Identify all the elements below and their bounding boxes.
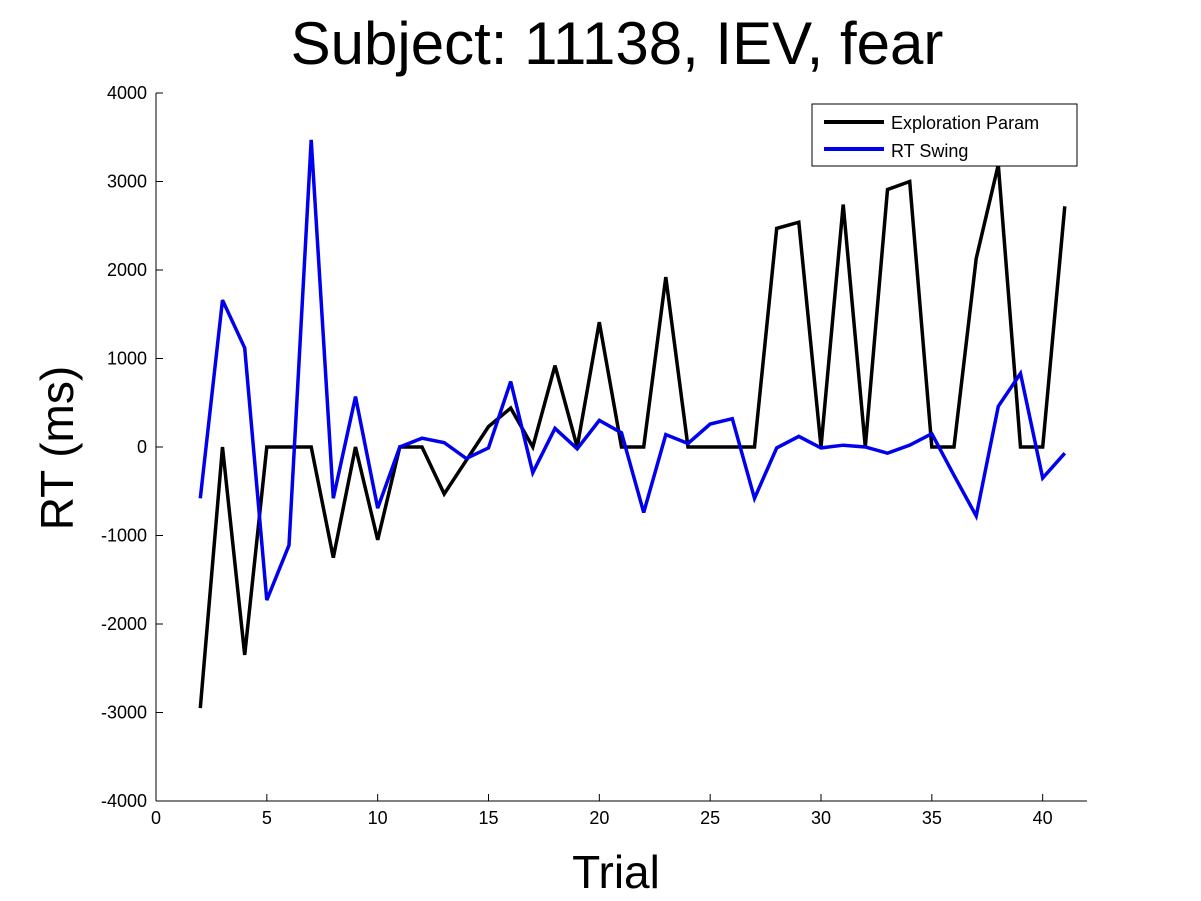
- x-tick-label: 20: [589, 808, 609, 828]
- x-tick-label: 40: [1033, 808, 1053, 828]
- y-tick-label: -3000: [101, 703, 147, 723]
- x-tick-label: 0: [151, 808, 161, 828]
- y-tick-label: 1000: [107, 349, 147, 369]
- x-tick-label: 10: [368, 808, 388, 828]
- x-tick-label: 5: [262, 808, 272, 828]
- legend-label-rt-swing: RT Swing: [891, 141, 968, 161]
- series-line-rt-swing: [198, 139, 1067, 601]
- legend: Exploration Param RT Swing: [811, 103, 1078, 167]
- y-tick-label: 2000: [107, 260, 147, 280]
- y-tick-label: 3000: [107, 172, 147, 192]
- y-tick-label: 0: [137, 437, 147, 457]
- x-tick-label: 25: [700, 808, 720, 828]
- x-tick-label: 30: [811, 808, 831, 828]
- y-tick-label: -2000: [101, 614, 147, 634]
- legend-box: [811, 103, 1078, 167]
- y-tick-label: 4000: [107, 83, 147, 103]
- x-tick-label: 15: [478, 808, 498, 828]
- ticks: 0 5 10 15 20 25 30 35 40 -4000 -3000 -2000 -1000 0 100…: [101, 83, 1053, 828]
- x-tick-label: 35: [922, 808, 942, 828]
- x-axis-label: Trial: [572, 846, 660, 898]
- y-tick-label: -4000: [101, 791, 147, 811]
- legend-label-exploration-param: Exploration Param: [891, 113, 1039, 133]
- plot-lines: [198, 139, 1067, 709]
- y-axis-label: RT (ms): [31, 366, 83, 530]
- y-tick-label: -1000: [101, 526, 147, 546]
- series-line-exploration-param: [198, 164, 1067, 709]
- chart-title: Subject: 11138, IEV, fear: [291, 10, 944, 77]
